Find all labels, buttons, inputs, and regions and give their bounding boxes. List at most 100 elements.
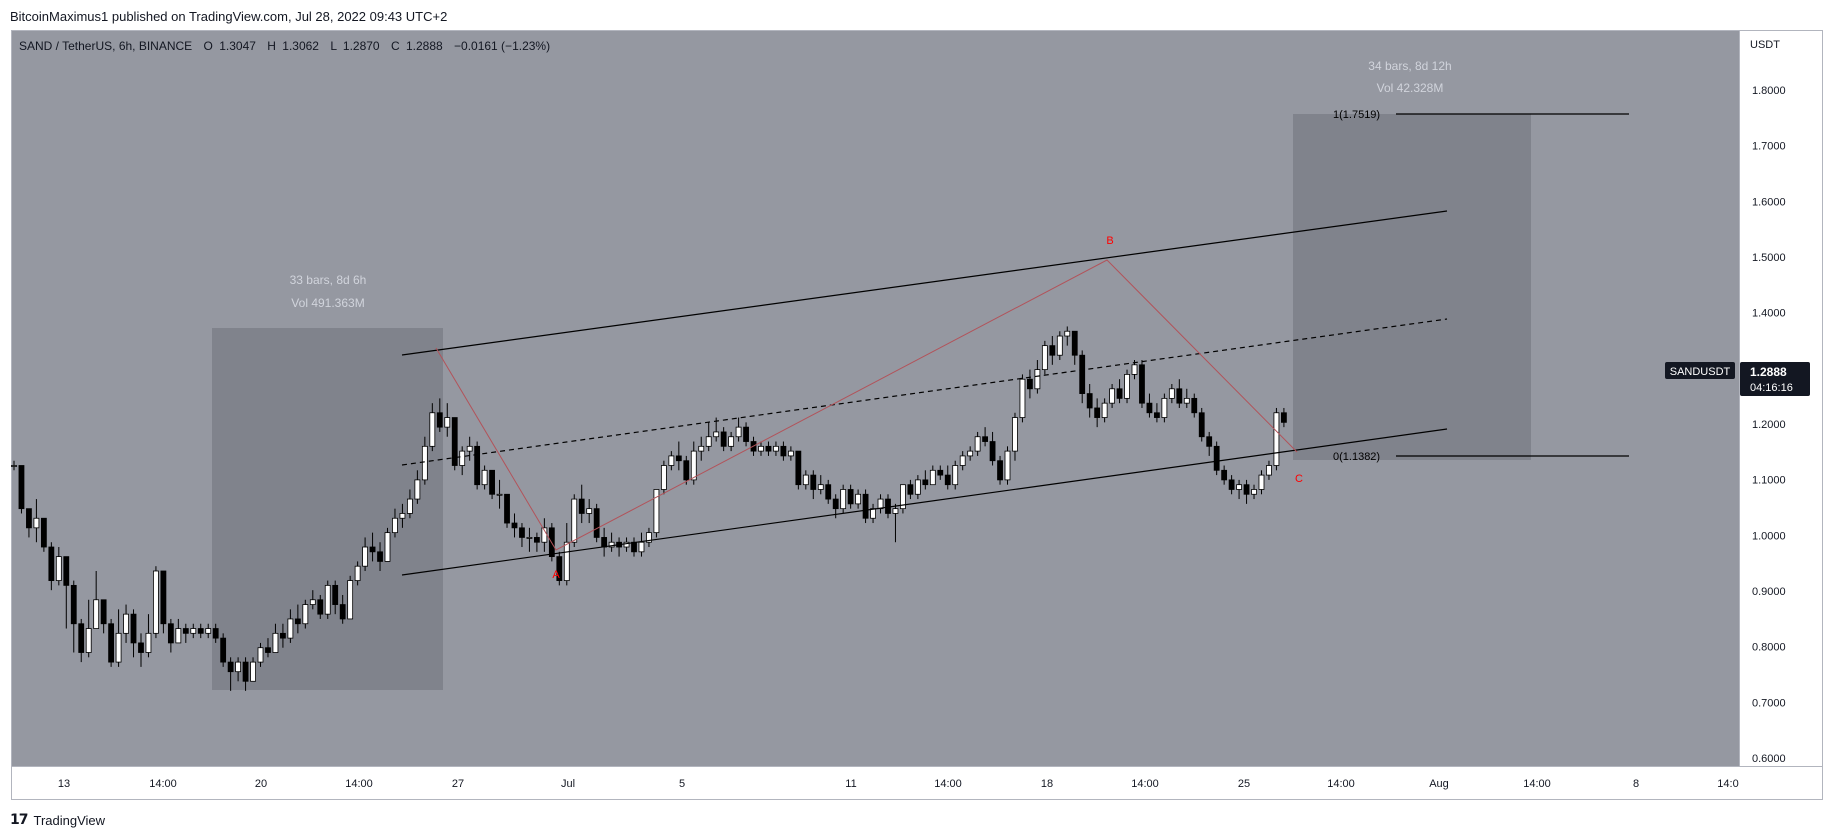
candle[interactable] <box>944 465 951 490</box>
candle[interactable] <box>511 513 518 538</box>
candle[interactable] <box>1168 383 1175 404</box>
candle[interactable] <box>1154 403 1160 423</box>
candle[interactable] <box>578 484 585 524</box>
candle[interactable] <box>735 417 742 442</box>
candle[interactable] <box>414 470 421 504</box>
candle[interactable] <box>123 604 129 643</box>
candle[interactable] <box>638 532 645 557</box>
candle[interactable] <box>309 590 316 610</box>
candle[interactable] <box>840 484 847 514</box>
candle[interactable] <box>773 441 779 456</box>
candle[interactable] <box>959 451 966 471</box>
candle[interactable] <box>1266 460 1272 480</box>
candle[interactable] <box>675 441 682 471</box>
footer-brand[interactable]: TradingView <box>33 812 106 828</box>
candle[interactable] <box>982 427 988 447</box>
candle[interactable] <box>220 633 227 667</box>
candle[interactable] <box>623 537 630 552</box>
candle[interactable] <box>952 460 959 490</box>
candle[interactable] <box>190 623 197 639</box>
candle[interactable] <box>1049 336 1056 365</box>
candle[interactable] <box>33 499 40 543</box>
candle[interactable] <box>504 493 510 528</box>
candle[interactable] <box>317 594 324 619</box>
date-range-box-2[interactable] <box>1293 114 1531 460</box>
candle[interactable] <box>1273 407 1280 471</box>
candle[interactable] <box>11 460 17 471</box>
candle[interactable] <box>93 570 100 629</box>
candle[interactable] <box>825 479 832 504</box>
candle[interactable] <box>787 446 794 461</box>
candle[interactable] <box>48 542 55 591</box>
candle[interactable] <box>1228 475 1235 495</box>
candle[interactable] <box>1124 369 1130 404</box>
candle[interactable] <box>324 580 331 619</box>
candle[interactable] <box>347 575 354 620</box>
candle[interactable] <box>847 484 854 509</box>
candle[interactable] <box>907 479 914 500</box>
candle[interactable] <box>70 580 77 653</box>
candle[interactable] <box>489 469 495 500</box>
candle[interactable] <box>63 556 70 629</box>
candle[interactable] <box>593 503 600 543</box>
candle[interactable] <box>399 503 406 528</box>
candle[interactable] <box>922 470 929 490</box>
candle[interactable] <box>272 623 279 653</box>
candle[interactable] <box>765 441 772 456</box>
last-price-label[interactable]: SANDUSDT 1.2888 04:16:16 <box>1665 362 1810 396</box>
candle[interactable] <box>339 594 346 624</box>
candle[interactable] <box>429 403 436 452</box>
price-axis-panel[interactable] <box>1739 31 1822 766</box>
candle[interactable] <box>1281 407 1287 428</box>
candle[interactable] <box>563 523 570 586</box>
candle[interactable] <box>407 489 413 519</box>
candle[interactable] <box>660 460 667 495</box>
candle[interactable] <box>802 470 809 490</box>
candle[interactable] <box>369 532 376 562</box>
candle[interactable] <box>683 455 690 485</box>
candle[interactable] <box>937 465 944 480</box>
candle[interactable] <box>1101 398 1108 423</box>
candle[interactable] <box>556 551 563 586</box>
candle[interactable] <box>1116 379 1123 404</box>
candle[interactable] <box>608 532 615 552</box>
candle[interactable] <box>115 609 122 667</box>
candle[interactable] <box>1221 465 1228 485</box>
candle[interactable] <box>1243 479 1250 504</box>
candle[interactable] <box>571 494 578 548</box>
candle[interactable] <box>85 599 92 658</box>
date-range-box-1[interactable] <box>212 328 443 690</box>
candle[interactable] <box>989 431 996 466</box>
candle[interactable] <box>384 527 391 562</box>
candle[interactable] <box>78 618 85 663</box>
abc-wave-path[interactable] <box>435 259 1298 551</box>
candle[interactable] <box>1004 446 1011 485</box>
candle[interactable] <box>474 441 481 490</box>
candle[interactable] <box>997 455 1003 485</box>
candle[interactable] <box>26 508 32 538</box>
candle[interactable] <box>205 623 212 639</box>
candle[interactable] <box>160 570 167 634</box>
candle[interactable] <box>1019 374 1026 423</box>
candle[interactable] <box>1086 383 1093 418</box>
candle[interactable] <box>18 465 25 514</box>
candle[interactable] <box>459 446 466 476</box>
candle[interactable] <box>153 566 159 639</box>
candle[interactable] <box>451 417 458 471</box>
candle[interactable] <box>392 508 398 538</box>
channel-median-line[interactable] <box>401 318 1448 466</box>
candle[interactable] <box>302 599 309 629</box>
candle[interactable] <box>250 657 256 682</box>
candle[interactable] <box>519 523 525 548</box>
candle[interactable] <box>892 503 899 543</box>
candle[interactable] <box>1012 412 1018 461</box>
candle[interactable] <box>526 527 533 552</box>
candle[interactable] <box>167 618 174 653</box>
candle[interactable] <box>534 532 540 552</box>
candle[interactable] <box>1176 379 1183 408</box>
candle[interactable] <box>265 638 271 658</box>
candle[interactable] <box>758 441 764 456</box>
candle[interactable] <box>646 527 652 548</box>
candle[interactable] <box>466 436 473 461</box>
candle[interactable] <box>1161 393 1168 423</box>
